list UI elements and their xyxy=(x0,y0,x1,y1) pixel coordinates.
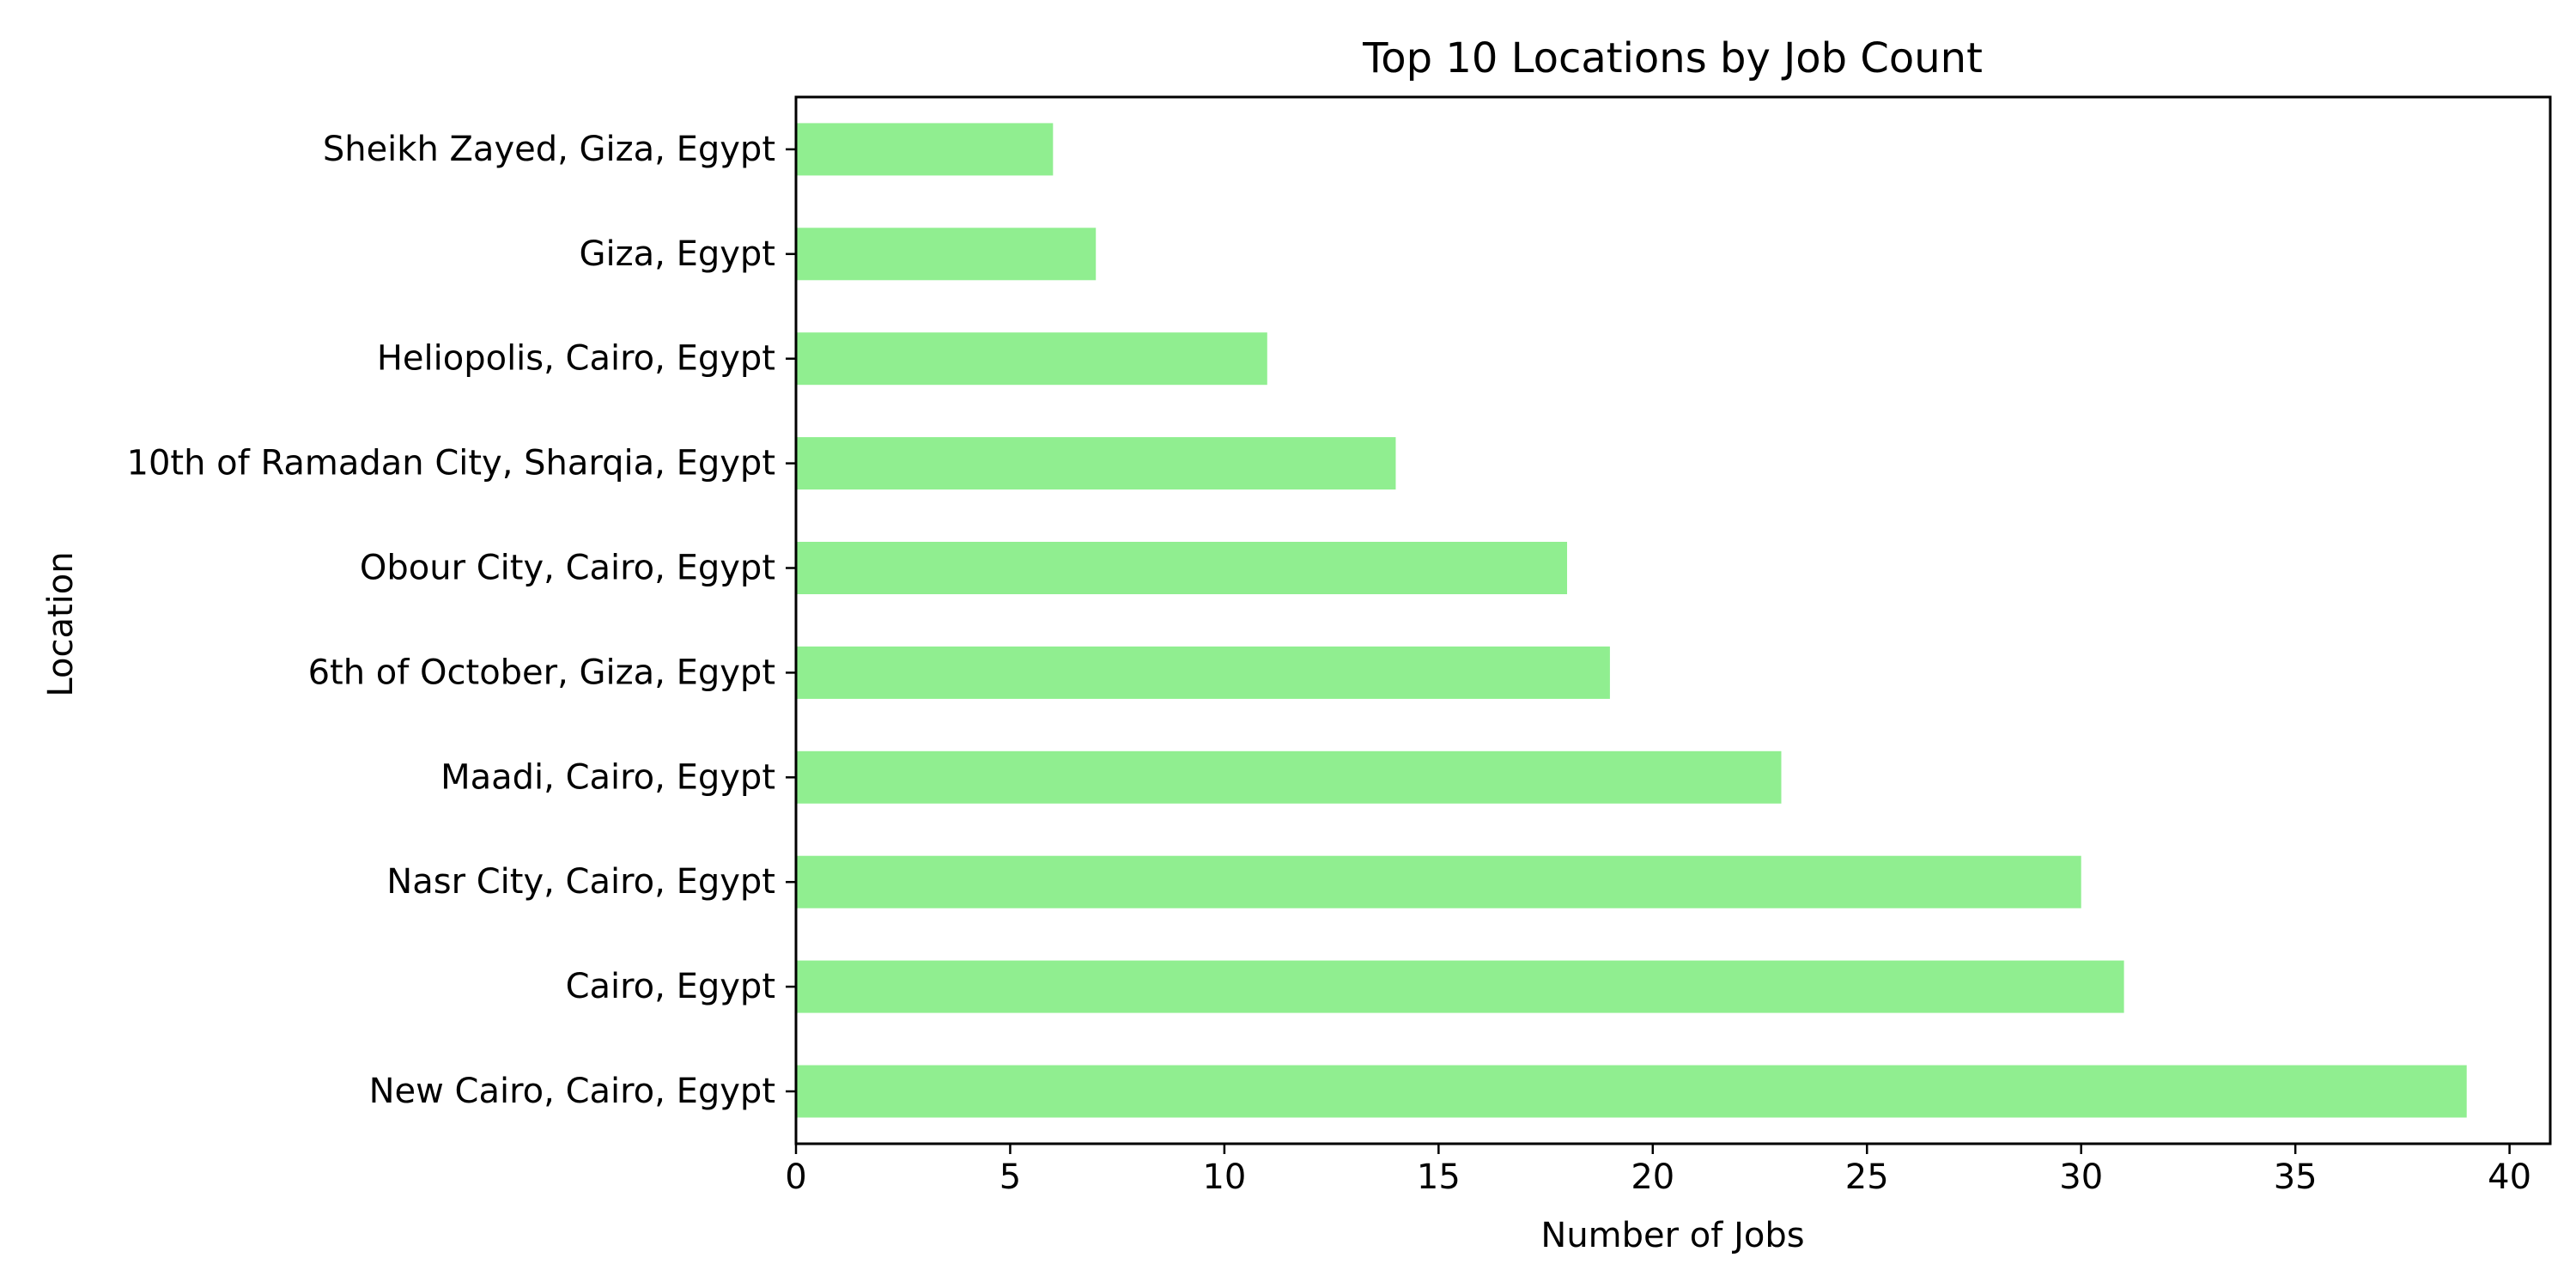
bar xyxy=(796,1065,2467,1118)
ticks-layer: New Cairo, Cairo, Egypt Cairo, Egypt Nasr … xyxy=(127,130,2532,1197)
y-tick-label: 10th of Ramadan City, Sharqia, Egypt xyxy=(127,444,775,483)
bar xyxy=(796,542,1568,594)
x-tick-label: 15 xyxy=(1417,1157,1461,1197)
bar xyxy=(796,960,2124,1013)
plot-frame xyxy=(794,95,2552,1145)
x-tick-label: 25 xyxy=(1845,1157,1889,1197)
x-tick-label: 20 xyxy=(1631,1157,1674,1197)
y-axis-label: Location xyxy=(41,551,81,696)
bar xyxy=(796,750,1782,804)
x-axis-label: Number of Jobs xyxy=(1540,1216,1804,1255)
x-tick-label: 35 xyxy=(2274,1157,2318,1197)
y-tick-label: Nasr City, Cairo, Egypt xyxy=(386,862,775,902)
x-tick-label: 40 xyxy=(2488,1157,2531,1197)
bar xyxy=(796,123,1054,176)
x-tick-label: 5 xyxy=(999,1157,1021,1197)
bar xyxy=(796,332,1267,386)
bar xyxy=(796,855,2081,908)
bar xyxy=(796,228,1097,281)
y-tick-label: Obour City, Cairo, Egypt xyxy=(360,549,775,588)
bars-layer xyxy=(796,123,2467,1118)
y-tick-label: Cairo, Egypt xyxy=(566,967,775,1006)
y-tick-label: Giza, Egypt xyxy=(580,234,775,274)
x-tick-label: 30 xyxy=(2059,1157,2103,1197)
bar xyxy=(796,437,1396,490)
chart-title: Top 10 Locations by Job Count xyxy=(1362,34,1983,82)
bar xyxy=(796,646,1610,699)
y-tick-label: New Cairo, Cairo, Egypt xyxy=(369,1072,775,1111)
x-tick-label: 10 xyxy=(1202,1157,1246,1197)
x-tick-label: 0 xyxy=(785,1157,806,1197)
y-tick-label: Sheikh Zayed, Giza, Egypt xyxy=(323,130,775,169)
y-tick-label: 6th of October, Giza, Egypt xyxy=(308,653,775,692)
y-tick-label: Maadi, Cairo, Egypt xyxy=(440,757,775,797)
y-tick-label: Heliopolis, Cairo, Egypt xyxy=(377,339,775,379)
